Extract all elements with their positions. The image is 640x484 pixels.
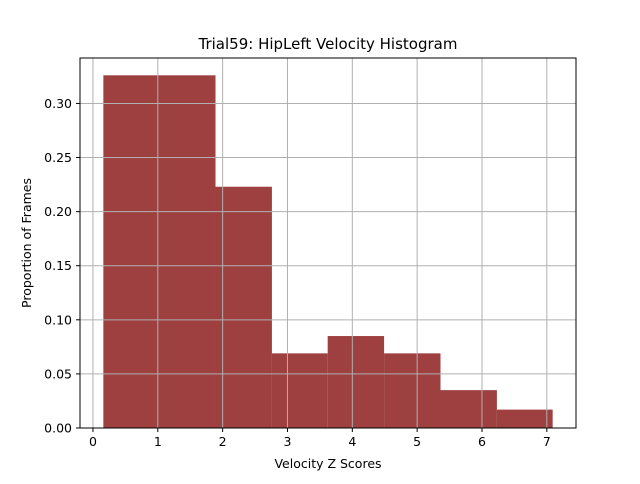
- axes-border: [79, 57, 577, 429]
- x-tick-label-5: 5: [413, 434, 421, 449]
- axes-frame: [79, 57, 577, 429]
- y-tick-label-0.10: 0.10: [44, 312, 72, 327]
- histogram-bar-4: [327, 336, 385, 428]
- x-axis-ticks: 0 1 2 3 4 5 6 7: [89, 428, 551, 449]
- x-tick-label-1: 1: [154, 434, 162, 449]
- histogram-bar-5: [384, 353, 441, 428]
- histogram-bar-3: [271, 353, 328, 428]
- x-tick-label-2: 2: [219, 434, 227, 449]
- y-axis-ticks: 0.00 0.05 0.10 0.15 0.20 0.25 0.30: [44, 96, 80, 436]
- y-tick-label-0.30: 0.30: [44, 96, 72, 111]
- y-tick-label-0.00: 0.00: [44, 421, 72, 436]
- histogram-bar-6: [440, 390, 497, 428]
- x-axis-label: Velocity Z Scores: [274, 456, 381, 471]
- x-tick-label-0: 0: [89, 434, 97, 449]
- bars-group: [103, 75, 553, 429]
- y-axis-label: Proportion of Frames: [19, 178, 34, 308]
- y-tick-label-0.20: 0.20: [44, 204, 72, 219]
- histogram-bar-2: [215, 186, 272, 428]
- x-tick-label-4: 4: [348, 434, 356, 449]
- chart-title: Trial59: HipLeft Velocity Histogram: [198, 35, 458, 53]
- histogram-bar-7: [496, 409, 553, 428]
- x-tick-label-6: 6: [478, 434, 486, 449]
- x-tick-label-7: 7: [543, 434, 551, 449]
- y-tick-label-0.15: 0.15: [44, 258, 72, 273]
- y-tick-label-0.05: 0.05: [44, 366, 72, 381]
- grid-group: [80, 58, 576, 429]
- histogram-bar-1: [103, 75, 216, 429]
- y-tick-label-0.25: 0.25: [44, 150, 72, 165]
- x-tick-label-3: 3: [284, 434, 292, 449]
